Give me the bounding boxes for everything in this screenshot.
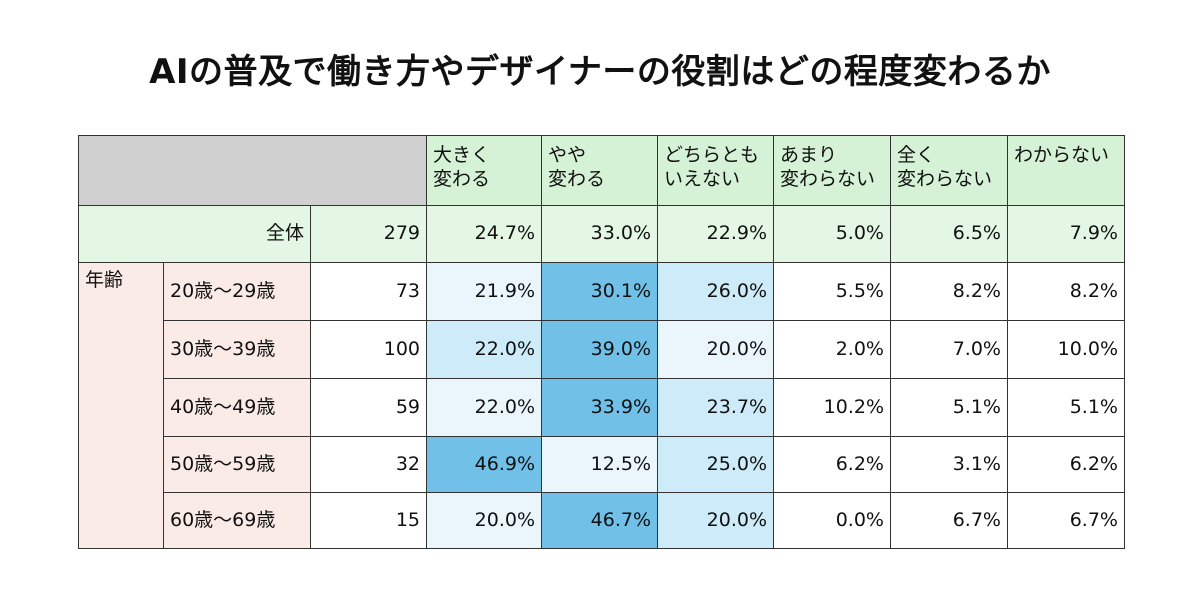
title: AIの普及で働き方やデザイナーの役割はどの程度変わるか xyxy=(149,52,1051,92)
row-label: 40歳～49歳 xyxy=(163,378,311,437)
percent-cell: 46.7% xyxy=(541,492,658,549)
percent-cell: 20.0% xyxy=(426,492,542,549)
sample-size: 279 xyxy=(310,205,427,263)
percent-cell: 21.9% xyxy=(426,262,542,321)
table-row: 50歳～59歳 32 46.9% 12.5% 25.0% 6.2% 3.1% 6.2% xyxy=(79,436,1125,493)
table-row: 60歳～69歳 15 20.0% 46.7% 20.0% 0.0% 6.7% 6.7% xyxy=(79,492,1125,549)
percent-cell: 25.0% xyxy=(657,436,774,493)
percent-cell: 12.5% xyxy=(541,436,658,493)
percent-cell: 22.0% xyxy=(426,320,542,379)
group-label: 年齢 xyxy=(78,262,164,549)
row-label: 全体 xyxy=(78,205,311,263)
column-header: どちらとも いえない xyxy=(657,135,774,206)
column-header: 全く 変わらない xyxy=(890,135,1008,206)
percent-cell: 23.7% xyxy=(657,378,774,437)
percent-cell: 6.7% xyxy=(1007,492,1125,549)
percent-cell: 5.1% xyxy=(890,378,1008,437)
percent-cell: 2.0% xyxy=(773,320,891,379)
percent-cell: 39.0% xyxy=(541,320,658,379)
percent-cell: 3.1% xyxy=(890,436,1008,493)
table-row: 大きく 変わる やや 変わる どちらとも いえない あまり 変わらない 全く 変わらない… xyxy=(78,135,1125,206)
sample-size: 32 xyxy=(310,436,427,493)
row-label: 30歳～39歳 xyxy=(163,320,311,379)
percent-cell: 5.0% xyxy=(773,205,891,263)
percent-cell: 33.0% xyxy=(541,205,658,263)
sample-size: 100 xyxy=(310,320,427,379)
table-row: 40歳～49歳 59 22.0% 33.9% 23.7% 10.2% 5.1% 5.1% xyxy=(79,378,1125,437)
percent-cell: 6.2% xyxy=(1007,436,1125,493)
percent-cell: 46.9% xyxy=(426,436,542,493)
row-label: 50歳～59歳 xyxy=(163,436,311,493)
percent-cell: 8.2% xyxy=(1007,262,1125,321)
header-blank xyxy=(78,135,427,206)
percent-cell: 33.9% xyxy=(541,378,658,437)
percent-cell: 7.9% xyxy=(1007,205,1125,263)
percent-cell: 6.7% xyxy=(890,492,1008,549)
sample-size: 59 xyxy=(310,378,427,437)
percent-cell: 30.1% xyxy=(541,262,658,321)
column-header: わからない xyxy=(1007,135,1125,206)
results-table: 大きく 変わる やや 変わる どちらとも いえない あまり 変わらない 全く 変わらない… xyxy=(78,135,1125,549)
row-label: 60歳～69歳 xyxy=(163,492,311,549)
percent-cell: 8.2% xyxy=(890,262,1008,321)
percent-cell: 20.0% xyxy=(657,492,774,549)
row-label: 20歳～29歳 xyxy=(163,262,311,321)
percent-cell: 22.0% xyxy=(426,378,542,437)
column-header: あまり 変わらない xyxy=(773,135,891,206)
percent-cell: 5.5% xyxy=(773,262,891,321)
percent-cell: 26.0% xyxy=(657,262,774,321)
table-row: 30歳～39歳 100 22.0% 39.0% 20.0% 2.0% 7.0% 10.0% xyxy=(79,320,1125,379)
percent-cell: 5.1% xyxy=(1007,378,1125,437)
percent-cell: 6.2% xyxy=(773,436,891,493)
table-row: 全体 279 24.7% 33.0% 22.9% 5.0% 6.5% 7.9% xyxy=(78,205,1125,263)
percent-cell: 10.2% xyxy=(773,378,891,437)
percent-cell: 0.0% xyxy=(773,492,891,549)
sample-size: 73 xyxy=(310,262,427,321)
percent-cell: 10.0% xyxy=(1007,320,1125,379)
percent-cell: 22.9% xyxy=(657,205,774,263)
table-row: 年齢 20歳～29歳 73 21.9% 30.1% 26.0% 5.5% 8.2% 8.2% xyxy=(78,262,1125,549)
percent-cell: 20.0% xyxy=(657,320,774,379)
percent-cell: 6.5% xyxy=(890,205,1008,263)
column-header: やや 変わる xyxy=(541,135,658,206)
percent-cell: 7.0% xyxy=(890,320,1008,379)
sample-size: 15 xyxy=(310,492,427,549)
percent-cell: 24.7% xyxy=(426,205,542,263)
column-header: 大きく 変わる xyxy=(426,135,542,206)
